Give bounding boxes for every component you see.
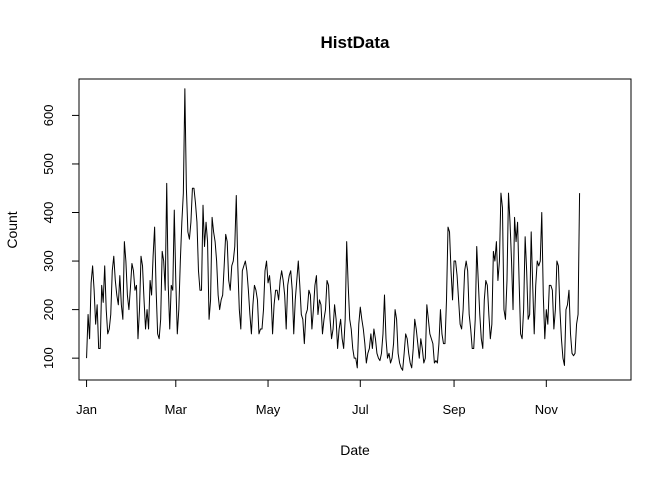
y-tick-label: 400	[41, 202, 56, 224]
series-layer	[86, 88, 581, 371]
x-tick-label: May	[256, 402, 281, 417]
x-tick-label: Jan	[76, 402, 97, 417]
x-tick-label: Nov	[535, 402, 559, 417]
x-tick-label: Jul	[352, 402, 369, 417]
y-tick-label: 600	[41, 105, 56, 127]
series-line-0	[86, 88, 581, 371]
y-tick-label: 500	[41, 153, 56, 175]
plot-area-frame	[78, 78, 632, 381]
chart-title: HistData	[321, 33, 391, 52]
y-axis: 100 200 300 400 500 600	[41, 105, 80, 369]
y-axis-label: Count	[4, 211, 20, 248]
y-tick-label: 200	[41, 299, 56, 321]
x-tick-label: Sep	[442, 402, 465, 417]
y-tick-label: 300	[41, 250, 56, 272]
x-axis-label: Date	[340, 442, 370, 458]
x-axis: Jan Mar May Jul Sep Nov	[76, 379, 559, 417]
y-tick-label: 100	[41, 347, 56, 369]
x-tick-label: Mar	[165, 402, 188, 417]
